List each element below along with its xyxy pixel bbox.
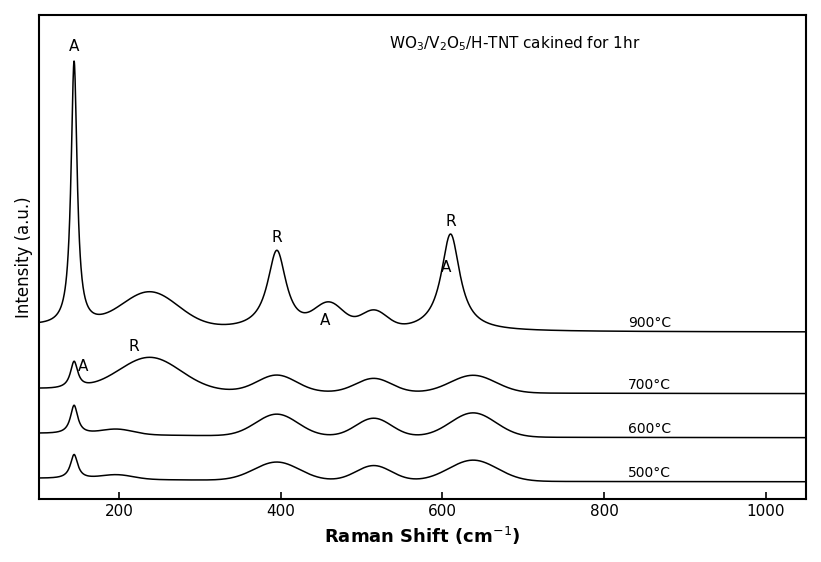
- Text: 700°C: 700°C: [628, 378, 672, 392]
- X-axis label: Raman Shift (cm$^{-1}$): Raman Shift (cm$^{-1}$): [324, 525, 521, 547]
- Text: A: A: [69, 39, 80, 55]
- Text: 600°C: 600°C: [628, 422, 672, 436]
- Text: A: A: [442, 260, 452, 275]
- Text: R: R: [445, 214, 456, 229]
- Text: 900°C: 900°C: [628, 316, 672, 330]
- Text: R: R: [129, 339, 140, 354]
- Y-axis label: Intensity (a.u.): Intensity (a.u.): [15, 197, 33, 318]
- Text: WO$_3$/V$_2$O$_5$/H-TNT cakined for 1hr: WO$_3$/V$_2$O$_5$/H-TNT cakined for 1hr: [388, 34, 640, 53]
- Text: R: R: [272, 230, 282, 245]
- Text: A: A: [320, 313, 331, 328]
- Text: 500°C: 500°C: [628, 466, 672, 479]
- Text: A: A: [78, 359, 88, 374]
